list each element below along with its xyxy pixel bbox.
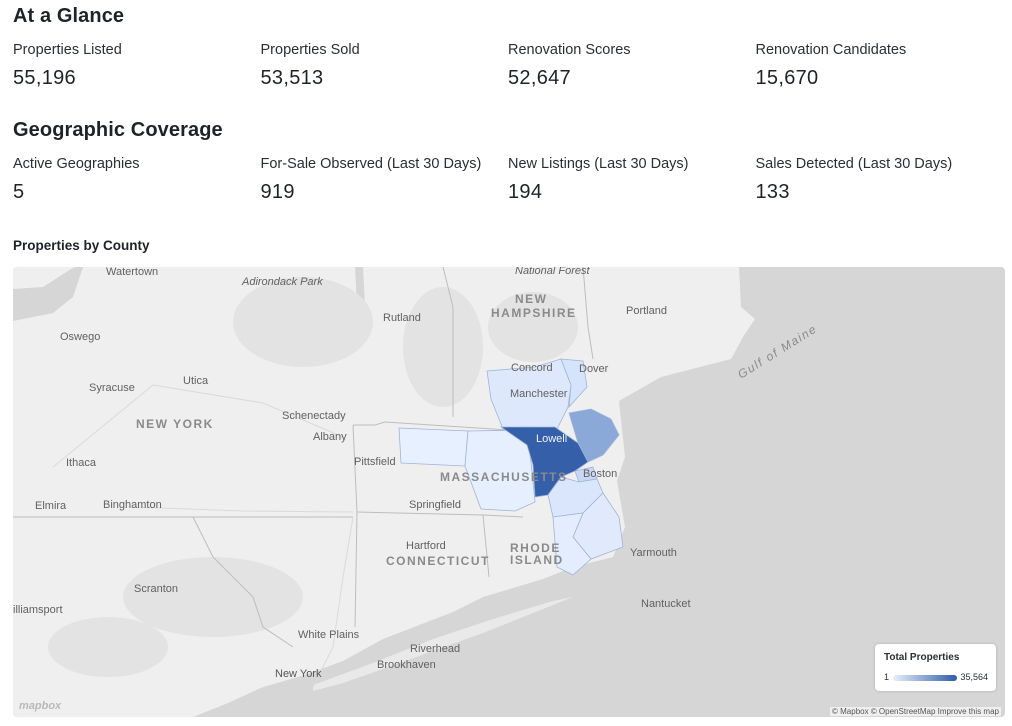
label-nantucket: Nantucket	[641, 598, 691, 610]
stat-label: New Listings (Last 30 Days)	[508, 156, 689, 172]
stat-label: For-Sale Observed (Last 30 Days)	[260, 156, 482, 172]
label-national-forest: National Forest	[515, 267, 591, 277]
label-utica: Utica	[183, 375, 209, 387]
geographic-coverage-title: Geographic Coverage	[13, 119, 223, 141]
label-gulf-of-maine: Gulf of Maine	[735, 322, 819, 382]
stat-for-sale-observed: For-Sale Observed (Last 30 Days) 919	[261, 156, 509, 204]
terrain-texture	[48, 277, 578, 677]
label-boston: Boston	[583, 468, 617, 480]
mapbox-logo[interactable]: mapbox	[19, 700, 62, 712]
label-riverhead: Riverhead	[410, 643, 460, 655]
label-watertown: Watertown	[106, 267, 158, 278]
stat-label: Properties Sold	[260, 42, 360, 58]
label-schenectady: Schenectady	[282, 410, 346, 422]
stat-value: 55,196	[13, 67, 76, 89]
stat-value: 133	[755, 181, 790, 203]
long-island	[313, 597, 573, 691]
label-concord: Concord	[511, 362, 553, 374]
label-scranton: Scranton	[134, 583, 178, 595]
label-albany: Albany	[313, 431, 347, 443]
roads	[52, 384, 354, 688]
legend-min: 1	[884, 672, 890, 682]
label-pittsfield: Pittsfield	[354, 456, 396, 468]
label-massachusetts: MASSACHUSETTS	[440, 470, 568, 484]
stat-label: Sales Detected (Last 30 Days)	[755, 156, 953, 172]
stat-sales-detected: Sales Detected (Last 30 Days) 133	[756, 156, 1004, 204]
stat-value: 15,670	[755, 67, 819, 89]
label-portland: Portland	[626, 305, 667, 317]
label-williamsport: illiamsport	[13, 604, 63, 616]
county-strafford	[560, 358, 588, 409]
legend-gradient-bar	[893, 675, 957, 681]
county-regions	[398, 358, 624, 576]
legend-max: 35,564	[960, 672, 988, 682]
at-a-glance-stats: Properties Listed 55,196 Properties Sold…	[13, 42, 1003, 90]
map-legend: Total Properties 1 35,564	[875, 644, 996, 691]
county-rockingham	[486, 358, 572, 434]
stat-renovation-scores: Renovation Scores 52,647	[508, 42, 756, 90]
stat-value: 5	[13, 181, 25, 203]
label-adirondack-park: Adirondack Park	[241, 276, 323, 288]
stat-label: Properties Listed	[13, 42, 122, 58]
label-springfield: Springfield	[409, 499, 461, 511]
lake-ontario	[13, 267, 83, 321]
stat-properties-sold: Properties Sold 53,513	[261, 42, 509, 90]
county-bristol	[552, 512, 592, 576]
stat-value: 919	[260, 181, 295, 203]
label-dover: Dover	[579, 363, 609, 375]
label-new-hampshire-line2: HAMPSHIRE	[491, 306, 577, 320]
label-new-york-city: New York	[275, 668, 322, 680]
label-new-york-state: NEW YORK	[136, 417, 214, 431]
label-rhode-island-line1: RHODE	[510, 541, 561, 555]
map-canvas[interactable]: Watertown Adirondack Park National Fores…	[13, 267, 1005, 717]
stat-renovation-candidates: Renovation Candidates 15,670	[756, 42, 1004, 90]
legend-title: Total Properties	[884, 652, 960, 663]
label-rutland: Rutland	[383, 312, 421, 324]
label-rhode-island-line2: ISLAND	[510, 553, 564, 567]
label-binghamton: Binghamton	[103, 499, 162, 511]
county-map[interactable]: Watertown Adirondack Park National Fores…	[13, 267, 1005, 717]
geographic-coverage-stats: Active Geographies 5 For-Sale Observed (…	[13, 156, 1003, 204]
label-brookhaven: Brookhaven	[377, 659, 436, 671]
at-a-glance-title: At a Glance	[13, 5, 125, 27]
label-connecticut: CONNECTICUT	[386, 554, 490, 568]
label-new-hampshire-line1: NEW	[515, 292, 548, 306]
label-syracuse: Syracuse	[89, 382, 135, 394]
stat-label: Active Geographies	[13, 156, 140, 172]
map-title: Properties by County	[13, 238, 150, 253]
label-white-plains: White Plains	[298, 629, 360, 641]
map-attribution[interactable]: © Mapbox © OpenStreetMap Improve this ma…	[830, 707, 1001, 716]
stat-value: 194	[508, 181, 543, 203]
stat-properties-listed: Properties Listed 55,196	[13, 42, 261, 90]
stat-value: 53,513	[260, 67, 324, 89]
label-elmira: Elmira	[35, 500, 67, 512]
label-hartford: Hartford	[406, 540, 446, 552]
label-manchester: Manchester	[510, 388, 568, 400]
county-berkshire	[398, 427, 469, 467]
stat-label: Renovation Scores	[508, 42, 631, 58]
stat-value: 52,647	[508, 67, 571, 89]
label-lowell: Lowell	[536, 433, 567, 445]
stat-new-listings: New Listings (Last 30 Days) 194	[508, 156, 756, 204]
label-ithaca: Ithaca	[66, 457, 97, 469]
label-oswego: Oswego	[60, 331, 100, 343]
stat-active-geographies: Active Geographies 5	[13, 156, 261, 204]
stat-label: Renovation Candidates	[755, 42, 907, 58]
label-yarmouth: Yarmouth	[630, 547, 677, 559]
